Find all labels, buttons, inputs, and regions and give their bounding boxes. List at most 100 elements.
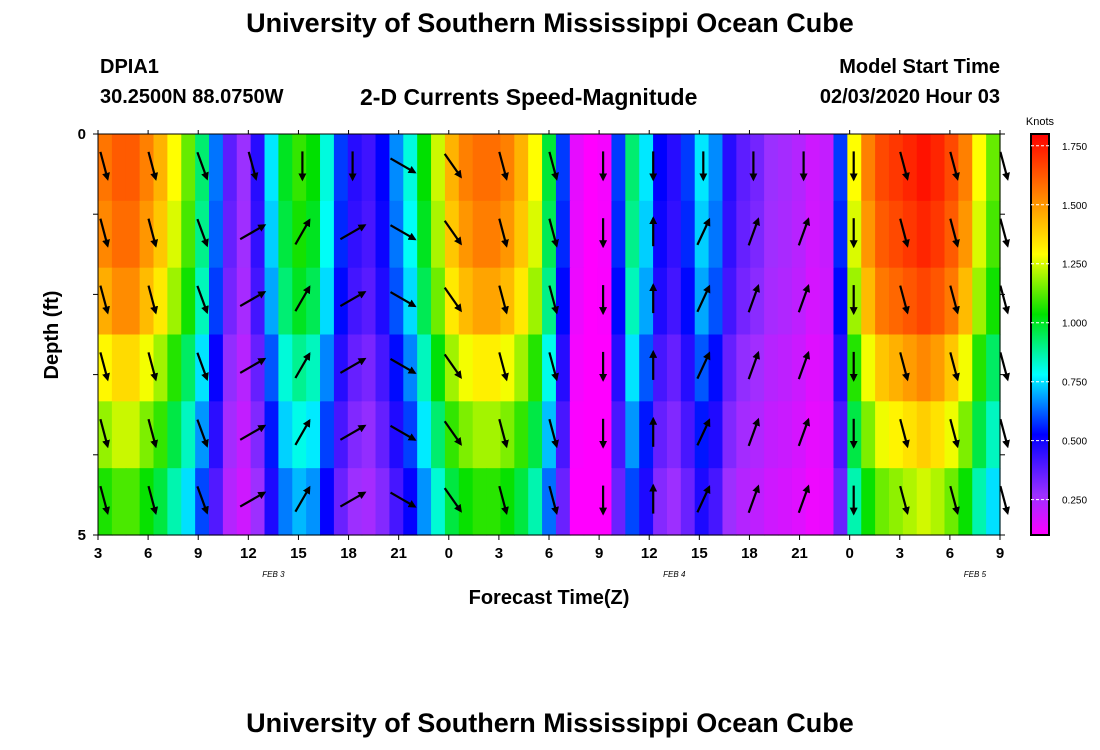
current-vectors — [99, 151, 1010, 516]
heatmap-cell — [486, 334, 502, 402]
heatmap-cell — [611, 468, 626, 536]
heatmap-cell — [209, 401, 224, 469]
current-arrow — [797, 484, 811, 514]
current-arrow — [443, 220, 462, 246]
heatmap-cell — [875, 134, 890, 202]
current-arrow — [99, 485, 110, 516]
heatmap-cell — [736, 334, 751, 402]
heatmap-cell — [722, 401, 737, 469]
heatmap-cell — [916, 200, 932, 269]
heatmap-cell — [764, 200, 779, 269]
heatmap-cell — [777, 200, 793, 269]
current-arrow — [498, 418, 509, 449]
heatmap-cell — [736, 200, 751, 269]
heatmap-cell — [777, 334, 793, 402]
current-arrow — [696, 418, 711, 446]
heatmap-cell — [333, 401, 349, 469]
current-arrow — [548, 352, 559, 382]
heatmap-cell — [417, 134, 432, 202]
heatmap-cell — [347, 401, 363, 469]
current-arrow — [696, 284, 711, 313]
current-arrow — [899, 151, 910, 181]
heatmap-cell — [375, 267, 391, 336]
heatmap-cell — [666, 267, 682, 336]
current-arrow — [389, 224, 417, 241]
heatmap-cell — [875, 401, 890, 469]
heatmap-cell — [528, 334, 543, 402]
x-tick-label: 9 — [595, 545, 603, 562]
heatmap-cell — [666, 401, 682, 469]
heatmap-cell — [209, 134, 224, 202]
heatmap-cell — [902, 267, 918, 336]
heatmap-cell — [250, 401, 266, 469]
heatmap-cell — [861, 468, 876, 536]
heatmap-cell — [264, 334, 279, 402]
heatmap-cell — [736, 267, 751, 336]
heatmap-cell — [653, 200, 668, 269]
heatmap-cell — [583, 134, 599, 202]
heatmap-cell — [542, 401, 557, 469]
heatmap-cell — [861, 334, 876, 402]
heatmap-cell — [444, 468, 460, 536]
heatmap-cell — [306, 134, 321, 202]
x-tick-label: 9 — [194, 545, 202, 562]
heatmap-cell — [680, 134, 696, 202]
heatmap-cell — [222, 334, 238, 402]
heatmap-cell — [500, 267, 515, 336]
heatmap-cell — [944, 200, 959, 269]
heatmap-cell — [750, 134, 765, 202]
heatmap-cell — [777, 468, 793, 536]
current-arrow — [294, 218, 311, 245]
axes: 3 6 9 12 15 18 21 0 3 6 9 12 15 18 21 0 3 6 9 FEB 3 FEB 4 FEB… — [78, 126, 1005, 579]
current-arrow — [339, 224, 367, 241]
heatmap-cell — [250, 200, 266, 269]
heatmap-cell — [972, 401, 987, 469]
heatmap-cell — [375, 200, 391, 269]
heatmap-cell — [555, 401, 571, 469]
current-arrow — [949, 485, 960, 516]
heatmap-cell — [222, 200, 238, 269]
heatmap-cell — [500, 134, 515, 202]
heatmap-cell — [486, 468, 502, 536]
x-tick-label: 12 — [641, 545, 658, 562]
heatmap-cell — [555, 468, 571, 536]
heatmap-cell — [278, 134, 293, 202]
heatmap-cell — [472, 334, 488, 402]
heatmap-cell — [944, 267, 959, 336]
heatmap-cell — [181, 134, 196, 202]
heatmap-cell — [431, 401, 446, 469]
heatmap-cell — [861, 267, 876, 336]
current-arrow — [498, 352, 509, 382]
heatmap-cell — [250, 134, 266, 202]
heatmap-cell — [819, 401, 835, 469]
heatmap-cell — [153, 468, 168, 536]
heatmap-cell — [500, 401, 515, 469]
heatmap-cell — [722, 468, 737, 536]
heatmap-cell — [764, 134, 779, 202]
heatmap-cell — [819, 200, 835, 269]
current-arrow — [99, 418, 110, 449]
current-arrow — [999, 485, 1010, 516]
heatmap-cell — [958, 468, 973, 536]
heatmap-cell — [153, 200, 168, 269]
heatmap-cell — [555, 200, 571, 269]
heatmap-cell — [458, 134, 474, 202]
colorbar-tick-label: 1.000 — [1062, 319, 1087, 330]
heatmap-cell — [805, 334, 821, 402]
heatmap-cell — [375, 134, 391, 202]
heatmap-cell — [292, 134, 307, 202]
heatmap-cell — [625, 200, 640, 269]
current-arrow — [339, 424, 367, 441]
heatmap-cell — [888, 334, 904, 402]
heatmap-cell — [569, 468, 585, 536]
heatmap-cell — [708, 334, 724, 402]
heatmap-cell — [167, 200, 182, 269]
colorbar-tick-label: 1.750 — [1062, 142, 1087, 153]
heatmap-cell — [306, 401, 321, 469]
heatmap-cell — [986, 134, 1001, 202]
colorbar-tick-label: 1.250 — [1062, 260, 1087, 271]
heatmap-cell — [902, 401, 918, 469]
x-tick-label: 21 — [791, 545, 808, 562]
heatmap-cell — [944, 468, 959, 536]
current-arrow — [797, 217, 811, 246]
